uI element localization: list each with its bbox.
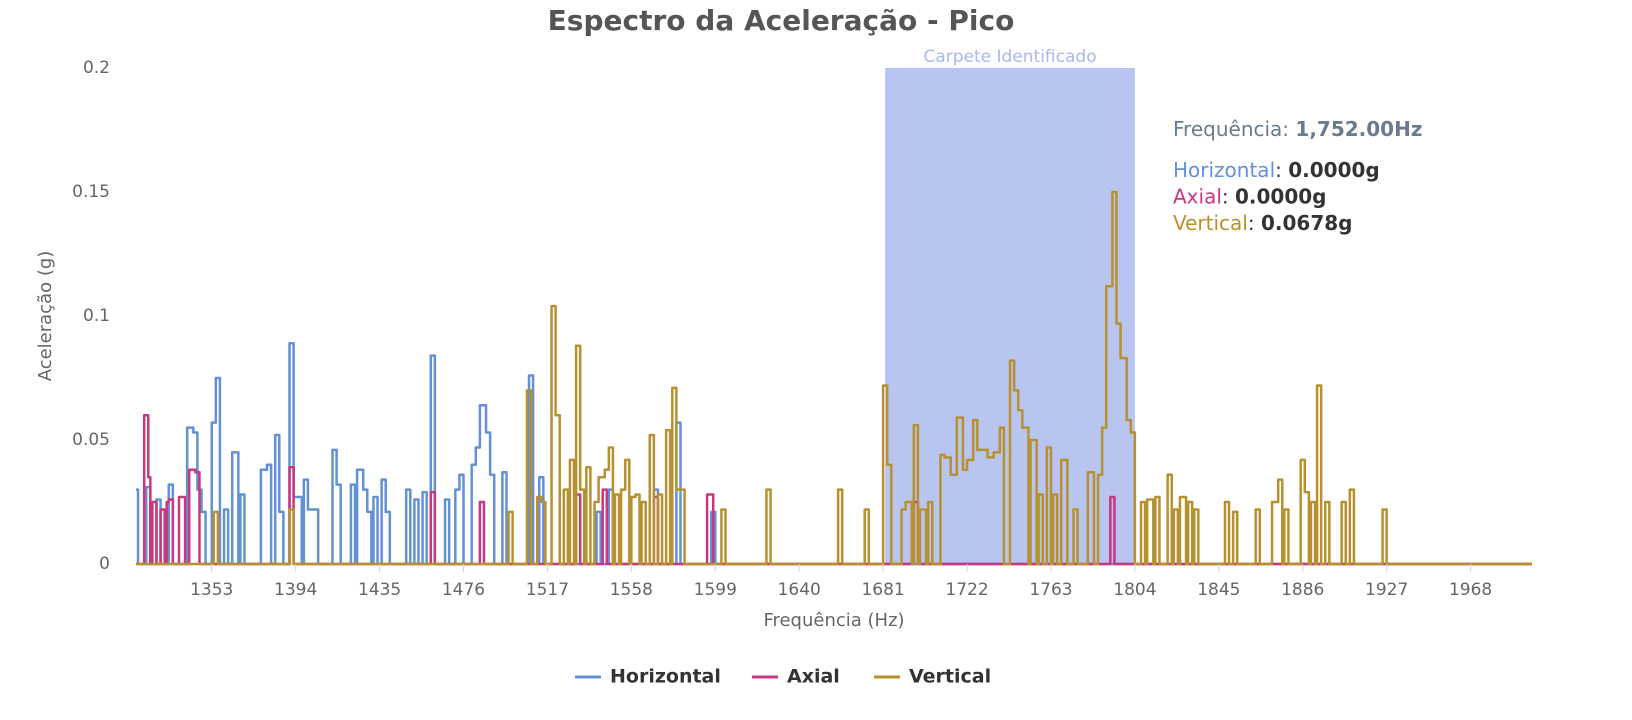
x-tick-label: 1558	[610, 580, 653, 600]
x-tick-label: 1804	[1113, 580, 1156, 600]
tooltip-item-value: 0.0000g	[1235, 184, 1327, 208]
tooltip-title: Frequência: 1,752.00Hz	[1173, 117, 1422, 141]
tooltip-item-value: 0.0000g	[1288, 158, 1380, 182]
tooltip: Frequência: 1,752.00Hz Horizontal: 0.000…	[1173, 117, 1422, 235]
x-tick-label: 1353	[190, 580, 233, 600]
x-tick-label: 1681	[861, 580, 904, 600]
x-tick-label: 1476	[442, 580, 485, 600]
tooltip-item-label: Vertical	[1173, 211, 1248, 235]
x-tick-label: 1968	[1449, 580, 1492, 600]
y-axis-label: Aceleração (g)	[35, 251, 56, 382]
band-label: Carpete Identificado	[923, 47, 1096, 67]
x-tick-label: 1394	[274, 580, 317, 600]
series-line	[136, 342, 1532, 566]
tooltip-item-label: Horizontal	[1173, 158, 1275, 182]
tooltip-separator: :	[1275, 158, 1288, 182]
tooltip-value: 1,752.00Hz	[1295, 117, 1422, 141]
series-line	[136, 190, 1532, 566]
tooltip-item-label: Axial	[1173, 184, 1222, 208]
tooltip-separator: :	[1248, 211, 1261, 235]
legend-label: Axial	[787, 666, 840, 688]
y-tick-label: 0	[99, 554, 110, 574]
x-tick-label: 1886	[1281, 580, 1324, 600]
tooltip-item-value: 0.0678g	[1261, 211, 1353, 235]
x-tick-label: 1763	[1029, 580, 1072, 600]
y-tick-label: 0.15	[72, 182, 110, 202]
legend-label: Vertical	[909, 666, 991, 688]
tooltip-item: Vertical: 0.0678g	[1173, 211, 1352, 235]
y-tick-label: 0.05	[72, 430, 110, 450]
tooltip-label: Frequência:	[1173, 117, 1289, 141]
legend-label: Horizontal	[610, 666, 721, 688]
x-tick-label: 1640	[778, 580, 821, 600]
y-tick-label: 0.2	[83, 58, 110, 78]
x-tick-label: 1435	[358, 580, 401, 600]
tooltip-separator: :	[1222, 184, 1235, 208]
x-tick-label: 1845	[1197, 580, 1240, 600]
series-line	[136, 413, 1532, 566]
tooltip-item: Axial: 0.0000g	[1173, 184, 1327, 208]
x-tick-label: 1599	[694, 580, 737, 600]
x-tick-label: 1927	[1365, 580, 1408, 600]
legend: Horizontal Axial Vertical	[575, 666, 991, 688]
x-axis-label: Frequência (Hz)	[763, 610, 904, 631]
plot	[136, 190, 1532, 566]
chart-title: Espectro da Aceleração - Pico	[548, 4, 1015, 37]
y-tick-label: 0.1	[83, 306, 110, 326]
x-tick-label: 1722	[945, 580, 988, 600]
tooltip-item: Horizontal: 0.0000g	[1173, 158, 1380, 182]
x-tick-label: 1517	[526, 580, 569, 600]
